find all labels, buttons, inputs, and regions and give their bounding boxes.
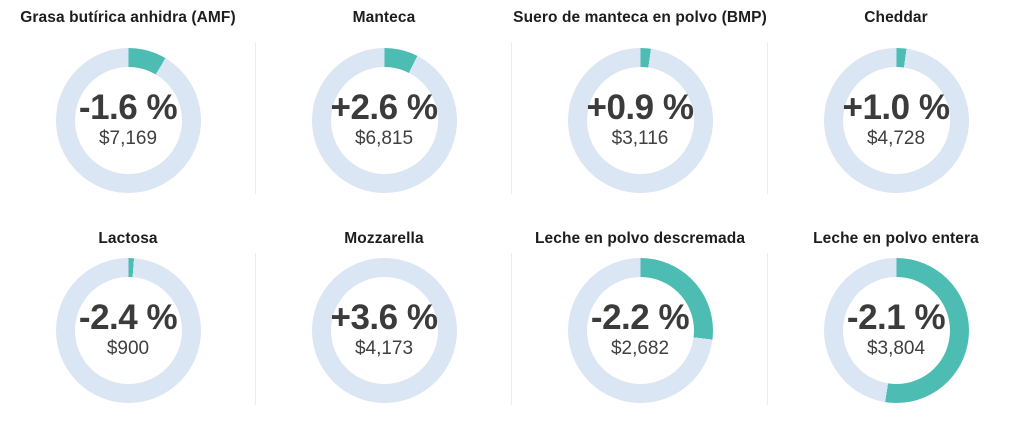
chart-cell-bmp: Suero de manteca en polvo (BMP) +0.9 % $… (512, 0, 768, 211)
price-value: $6,815 (354, 128, 414, 149)
chart-title: Cheddar (864, 9, 928, 26)
donut-hole: -1.6 % $7,169 (74, 67, 182, 174)
chart-cell-lactosa: Lactosa -2.4 % $900 (0, 211, 256, 422)
donut-ring: -2.2 % $2,682 (567, 258, 713, 403)
price-value: $3,116 (611, 128, 669, 149)
donut-ring: -2.1 % $3,804 (823, 258, 969, 403)
donut-ring: +1.0 % $4,728 (823, 48, 969, 193)
donut-ring: +2.6 % $6,815 (311, 48, 457, 193)
chart-title: Suero de manteca en polvo (BMP) (513, 9, 767, 26)
price-value: $900 (106, 338, 150, 359)
chart-cell-manteca: Manteca +2.6 % $6,815 (256, 0, 512, 211)
chart-cell-descremada: Leche en polvo descremada -2.2 % $2,682 (512, 211, 768, 422)
chart-cell-entera: Leche en polvo entera -2.1 % $3,804 (768, 211, 1024, 422)
donut-ring: +3.6 % $4,173 (311, 258, 457, 403)
chart-title: Leche en polvo entera (813, 230, 979, 247)
change-percent: +3.6 % (330, 298, 438, 337)
change-percent: -2.2 % (590, 298, 690, 337)
change-percent: +0.9 % (586, 88, 694, 127)
change-percent: +2.6 % (330, 88, 438, 127)
change-percent: -2.1 % (846, 298, 946, 337)
change-percent: +1.0 % (842, 88, 950, 127)
chart-title: Leche en polvo descremada (534, 230, 746, 247)
donut-hole: +3.6 % $4,173 (330, 277, 438, 384)
chart-title: Lactosa (98, 230, 158, 247)
price-value: $4,173 (354, 338, 414, 359)
change-percent: -2.4 % (78, 298, 178, 337)
donut-hole: -2.1 % $3,804 (842, 277, 950, 384)
price-value: $2,682 (610, 338, 670, 359)
price-value: $3,804 (866, 338, 926, 359)
chart-title: Manteca (352, 9, 416, 26)
donut-ring: -1.6 % $7,169 (55, 48, 201, 193)
donut-hole: -2.4 % $900 (74, 277, 182, 384)
donut-hole: +2.6 % $6,815 (330, 67, 438, 174)
price-value: $7,169 (98, 128, 158, 149)
chart-cell-cheddar: Cheddar +1.0 % $4,728 (768, 0, 1024, 211)
donut-hole: +1.0 % $4,728 (842, 67, 950, 174)
donut-hole: +0.9 % $3,116 (586, 67, 694, 174)
donut-ring: -2.4 % $900 (55, 258, 201, 403)
chart-cell-amf: Grasa butírica anhidra (AMF) -1.6 % $7,1… (0, 0, 256, 211)
donut-hole: -2.2 % $2,682 (586, 277, 694, 384)
change-percent: -1.6 % (78, 88, 178, 127)
chart-cell-mozzarella: Mozzarella +3.6 % $4,173 (256, 211, 512, 422)
price-value: $4,728 (866, 128, 926, 149)
donut-ring: +0.9 % $3,116 (567, 48, 713, 193)
chart-title: Mozzarella (344, 230, 424, 247)
chart-title: Grasa butírica anhidra (AMF) (20, 9, 236, 26)
